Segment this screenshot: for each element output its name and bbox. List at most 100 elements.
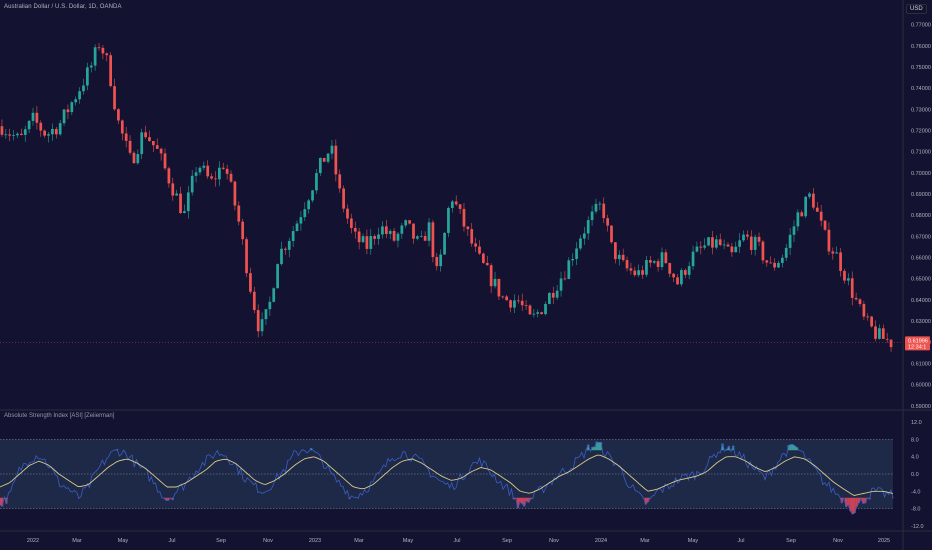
time-tick-label: Sep xyxy=(502,538,512,544)
time-tick-label: Jul xyxy=(737,538,744,544)
candle-body xyxy=(753,236,757,250)
candle-body xyxy=(579,238,582,249)
candle-body xyxy=(58,123,62,135)
candle-body xyxy=(839,252,842,271)
candle-body xyxy=(866,316,870,318)
time-tick-label: Nov xyxy=(549,538,559,544)
candle-body xyxy=(458,204,462,209)
candle-body xyxy=(548,292,551,304)
candle-body xyxy=(439,254,443,267)
candle-body xyxy=(606,218,609,226)
candle-body xyxy=(718,239,722,245)
candle-body xyxy=(602,203,606,219)
candle-body xyxy=(621,254,625,261)
price-tick-label: 0.73000 xyxy=(911,107,931,113)
candle-body xyxy=(784,247,788,258)
candle-body xyxy=(722,244,726,246)
candle-body xyxy=(19,133,23,135)
candle-body xyxy=(427,222,431,241)
candle-body xyxy=(299,217,303,224)
candle-body xyxy=(637,270,641,276)
candle-body xyxy=(854,297,858,300)
candle-body xyxy=(105,53,109,56)
candle-body xyxy=(474,243,477,247)
currency-button[interactable]: USD xyxy=(906,4,927,14)
candle-body xyxy=(214,178,217,180)
price-tick-label: 0.64000 xyxy=(911,298,931,304)
candle-body xyxy=(186,192,190,212)
candle-body xyxy=(396,233,400,241)
last-price-countdown: 12:34:1 xyxy=(908,344,926,350)
candle-body xyxy=(524,305,528,307)
candle-body xyxy=(858,299,862,305)
candle-body xyxy=(365,236,369,249)
time-tick-label: May xyxy=(118,538,129,544)
price-tick-label: 0.71000 xyxy=(911,150,931,156)
candle-body xyxy=(870,316,874,327)
time-tick-label: Mar xyxy=(354,538,364,544)
candle-body xyxy=(128,140,132,153)
candle-body xyxy=(155,145,159,149)
candle-body xyxy=(586,220,590,234)
candle-body xyxy=(505,296,509,301)
price-tick-label: 0.75000 xyxy=(911,65,931,71)
candle-body xyxy=(400,225,404,234)
candle-body xyxy=(493,278,497,287)
price-tick-label: 0.68000 xyxy=(911,213,931,219)
candle-body xyxy=(194,172,198,176)
candle-body xyxy=(734,246,738,253)
candle-body xyxy=(202,165,206,168)
candle-body xyxy=(687,266,691,275)
candle-body xyxy=(210,176,213,179)
candle-body xyxy=(322,157,326,162)
candle-body xyxy=(749,236,753,250)
candle-body xyxy=(625,260,629,269)
candle-body xyxy=(614,242,617,260)
time-tick-label: Jul xyxy=(168,538,175,544)
candle-body xyxy=(330,145,334,154)
candle-body xyxy=(765,260,769,263)
candle-body xyxy=(419,235,423,237)
candle-body xyxy=(835,252,839,254)
candle-body xyxy=(171,183,175,196)
candle-body xyxy=(82,85,85,92)
candle-body xyxy=(74,99,78,103)
candle-body xyxy=(482,253,485,263)
candle-body xyxy=(641,270,644,275)
candle-body xyxy=(0,126,4,135)
candle-body xyxy=(353,227,357,232)
candle-body xyxy=(683,270,687,275)
candle-body xyxy=(373,236,377,239)
candle-body xyxy=(520,300,524,306)
candle-body xyxy=(272,288,276,302)
candle-body xyxy=(97,47,101,49)
indicator-pane[interactable] xyxy=(0,439,895,515)
candle-body xyxy=(276,264,279,289)
price-pane[interactable] xyxy=(0,42,903,352)
candle-body xyxy=(707,237,710,246)
indicator-tick-label: 0.0 xyxy=(911,472,919,478)
candle-body xyxy=(416,236,419,239)
candle-body xyxy=(167,168,171,184)
candle-body xyxy=(392,230,396,241)
candle-body xyxy=(136,154,140,164)
candle-body xyxy=(773,262,776,268)
candle-body xyxy=(804,196,808,217)
candle-body xyxy=(233,181,237,206)
candle-body xyxy=(746,234,749,237)
candle-body xyxy=(342,188,345,209)
candle-body xyxy=(862,304,866,317)
candle-body xyxy=(831,251,835,254)
candle-body xyxy=(648,260,652,263)
candle-body xyxy=(450,201,454,208)
candle-body xyxy=(590,211,594,221)
candle-body xyxy=(551,292,555,298)
candle-body xyxy=(874,326,877,339)
candle-body xyxy=(179,193,182,214)
price-tick-label: 0.77000 xyxy=(911,23,931,29)
candle-body xyxy=(237,205,241,222)
candle-body xyxy=(738,240,741,247)
